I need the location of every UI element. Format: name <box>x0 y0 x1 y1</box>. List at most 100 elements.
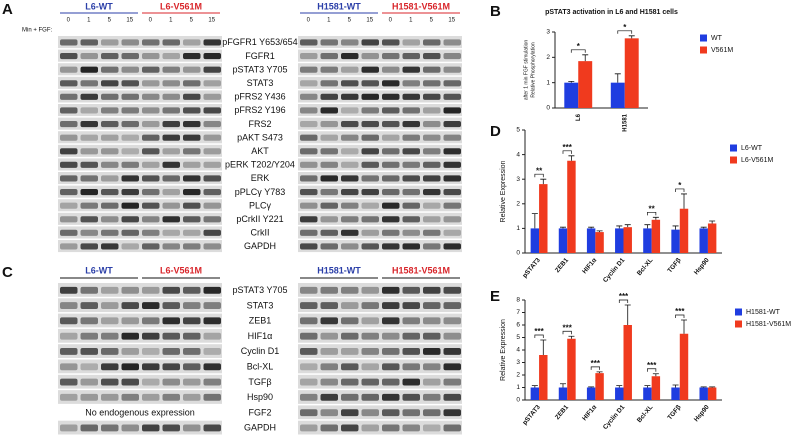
x-tick-label: pSTAT3 <box>521 257 542 280</box>
blot-band <box>320 424 338 432</box>
blot-band <box>101 148 119 155</box>
blot-strip <box>298 90 462 103</box>
blot-band <box>80 302 98 310</box>
blot-band <box>443 229 461 236</box>
blot-band <box>443 378 461 386</box>
blot-band <box>183 363 201 371</box>
error-bar <box>568 81 575 83</box>
blot-band <box>341 93 359 100</box>
blot-strip <box>58 313 222 328</box>
blot-band <box>203 189 221 196</box>
blot-band <box>443 161 461 168</box>
blot-band <box>443 134 461 141</box>
blot-strip <box>58 298 222 313</box>
blot-band <box>300 93 318 100</box>
blot-band <box>423 107 441 114</box>
blot-band <box>341 243 359 250</box>
error-bar <box>568 155 575 161</box>
blot-band <box>183 121 201 128</box>
y-tick-label: 3 <box>516 359 520 366</box>
blot-band <box>121 53 139 60</box>
blot-band <box>80 317 98 325</box>
blot-band <box>203 39 221 46</box>
blot-band <box>183 393 201 401</box>
time-label: 5 <box>190 18 194 24</box>
row-label: Hsp90 <box>247 392 273 402</box>
blot-band <box>183 216 201 223</box>
blot-band <box>382 39 400 46</box>
blot-strip <box>298 36 462 49</box>
blot-strip <box>58 226 222 239</box>
blot-band <box>121 424 139 432</box>
blot-band <box>101 243 119 250</box>
blot-band <box>101 363 119 371</box>
blot-band <box>382 161 400 168</box>
blot-band <box>101 161 119 168</box>
blot-band <box>101 121 119 128</box>
blot-band <box>183 202 201 209</box>
blot-band <box>183 229 201 236</box>
blot-strip <box>58 144 222 157</box>
group-label: L6-V561M <box>160 265 202 275</box>
blot-band <box>183 348 201 355</box>
blot-band <box>423 348 441 355</box>
blot-band <box>142 317 160 325</box>
blot-band <box>320 332 338 340</box>
blot-band <box>300 107 318 114</box>
blot-band <box>382 80 400 87</box>
error-bar <box>672 225 679 230</box>
blot-strip <box>58 344 222 358</box>
blot-band <box>300 148 318 155</box>
row-label: pSTAT3 Y705 <box>232 64 287 74</box>
bar <box>558 387 568 400</box>
blot-band <box>320 202 338 209</box>
blot-band <box>320 378 338 386</box>
bar <box>671 387 680 400</box>
error-bar <box>540 178 547 185</box>
time-label: 1 <box>87 18 91 24</box>
bar <box>586 228 596 253</box>
significance: *** <box>534 327 544 336</box>
row-label: pFGFR1 Y653/654 <box>222 37 297 47</box>
significance-bracket <box>562 150 572 154</box>
blot-band <box>162 378 180 386</box>
row-label: Cyclin D1 <box>241 346 280 356</box>
blot-band <box>80 393 98 401</box>
blot-band <box>60 161 78 168</box>
y-axis-label: Relative Expression <box>500 160 507 222</box>
blot-band <box>382 286 400 294</box>
blot-strip <box>298 283 462 297</box>
blot-band <box>423 53 441 60</box>
blot-band <box>142 424 160 432</box>
blot-strip <box>298 405 462 420</box>
blot-band <box>203 80 221 87</box>
blot-band <box>402 348 420 355</box>
x-tick-label: Cyclin D1 <box>602 257 627 284</box>
bar <box>530 228 540 253</box>
blot-band <box>162 107 180 114</box>
error-bar <box>681 193 688 209</box>
significance-bracket <box>562 330 572 335</box>
blot-strip <box>298 76 462 89</box>
blot-band <box>423 66 441 73</box>
blot-band <box>320 161 338 168</box>
blot-band <box>423 93 441 100</box>
blot-band <box>402 107 420 114</box>
legend-swatch <box>730 144 737 152</box>
blot-band <box>121 107 139 114</box>
blot-band <box>341 107 359 114</box>
row-label: FGFR1 <box>245 51 275 61</box>
time-label: 5 <box>348 18 352 24</box>
blot-band <box>183 39 201 46</box>
time-label: 15 <box>448 18 455 24</box>
blot-band <box>80 121 98 128</box>
blot-band <box>320 148 338 155</box>
blot-band <box>162 243 180 250</box>
blot-band <box>80 80 98 87</box>
blot-band <box>60 393 78 401</box>
chart-title: pSTAT3 activation in L6 and H1581 cells <box>545 9 678 16</box>
bar <box>567 338 576 400</box>
bar <box>567 160 576 253</box>
blot-band <box>121 121 139 128</box>
blot-band <box>60 202 78 209</box>
